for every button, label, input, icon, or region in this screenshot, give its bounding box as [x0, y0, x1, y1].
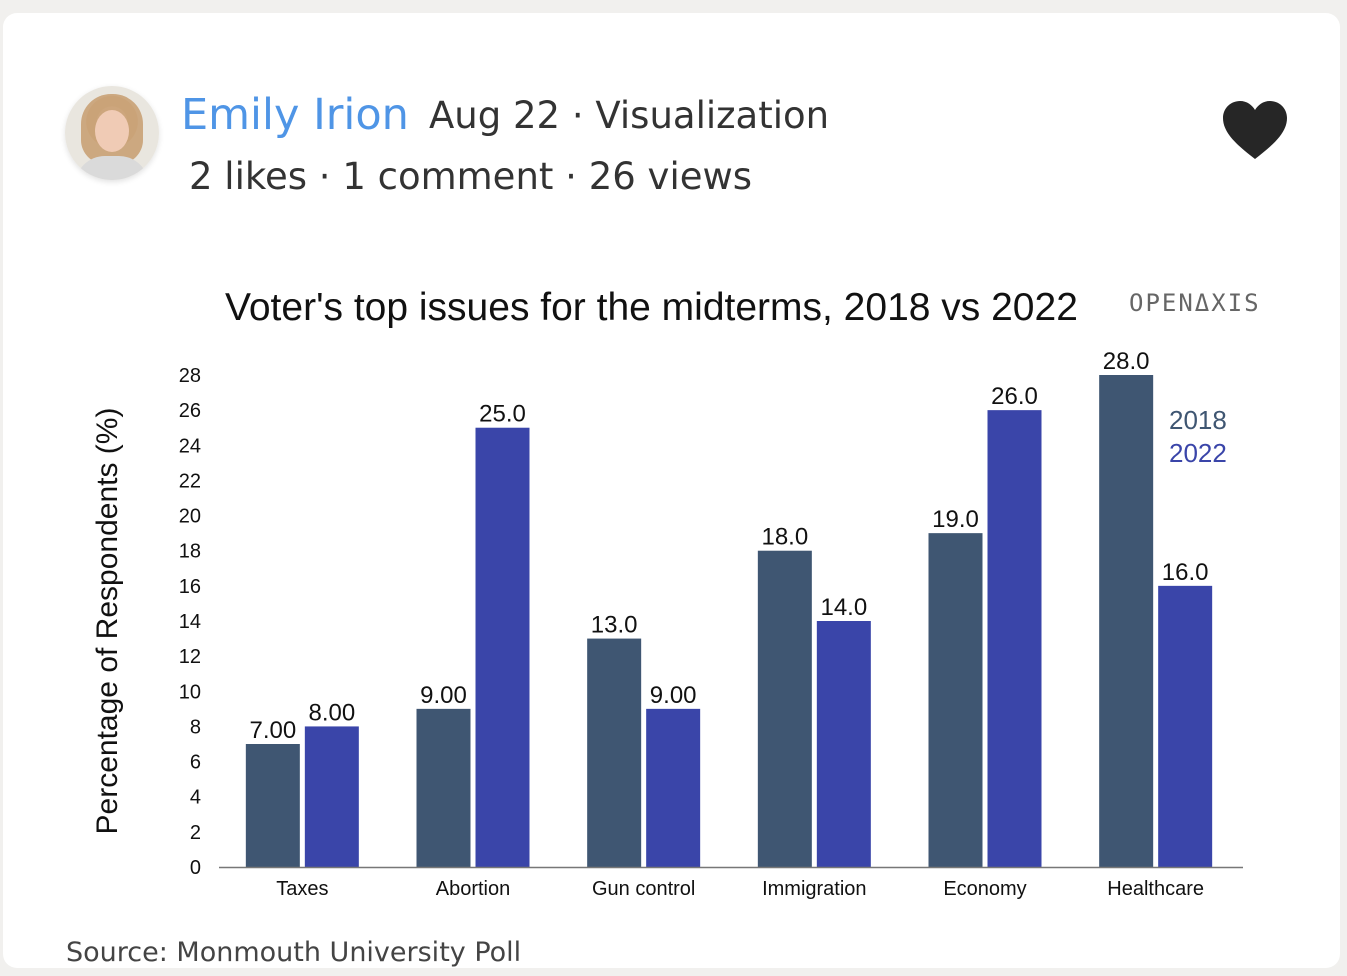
y-tick-label: 24	[179, 435, 201, 457]
y-tick-label: 12	[179, 646, 201, 668]
bar-2022	[304, 726, 359, 867]
data-label: 16.0	[1162, 559, 1209, 586]
post-meta: Aug 22 · Visualization	[429, 92, 829, 140]
y-tick-label: 26	[179, 400, 201, 422]
avatar-face	[95, 110, 129, 152]
post-date: Aug 22	[429, 94, 561, 137]
post-card: Emily Irion Aug 22 · Visualization 2 lik…	[3, 13, 1340, 968]
avatar-shirt	[75, 156, 149, 180]
chart: Voter's top issues for the midterms, 201…	[63, 263, 1303, 913]
y-tick-label: 10	[179, 681, 201, 703]
data-label: 9.00	[650, 682, 697, 709]
stats-separator: ·	[565, 155, 589, 198]
data-label: 9.00	[420, 682, 467, 709]
y-tick-label: 0	[190, 857, 201, 879]
avatar[interactable]	[65, 86, 159, 180]
likes-count: 2 likes	[189, 155, 308, 198]
data-label: 7.00	[249, 717, 296, 744]
bar-2018	[757, 550, 812, 867]
author-name[interactable]: Emily Irion	[181, 90, 409, 140]
bar-2018	[1099, 375, 1154, 867]
y-tick-label: 28	[179, 365, 201, 387]
bar-2022	[816, 621, 871, 867]
data-label: 8.00	[308, 699, 355, 726]
x-tick-label: Taxes	[276, 878, 328, 900]
post-stats: 2 likes · 1 comment · 26 views	[189, 153, 752, 201]
x-tick-label: Abortion	[436, 878, 511, 900]
legend-item-2018: 2018	[1169, 405, 1227, 435]
bar-2022	[646, 708, 701, 867]
bars	[245, 375, 1213, 867]
heart-icon[interactable]	[1219, 99, 1291, 165]
source-note: Source: Monmouth University Poll	[66, 937, 522, 968]
bar-2022	[1158, 585, 1213, 867]
post-category[interactable]: Visualization	[595, 94, 830, 137]
legend-item-2022: 2022	[1169, 438, 1227, 468]
bar-chart: Voter's top issues for the midterms, 201…	[91, 286, 1261, 900]
data-label: 19.0	[932, 506, 979, 533]
bar-2018	[245, 744, 300, 867]
bar-2018	[587, 638, 642, 867]
brand-logo: OPENΔXIS	[1129, 289, 1261, 317]
x-tick-labels: Taxes Abortion Gun control Immigration Econo…	[276, 878, 1204, 900]
data-label: 28.0	[1103, 348, 1150, 375]
data-label: 18.0	[761, 524, 808, 551]
x-tick-label: Immigration	[762, 878, 866, 900]
stats-separator: ·	[318, 155, 343, 198]
y-tick-label: 4	[190, 787, 201, 809]
bar-2022	[475, 427, 530, 867]
meta-separator: ·	[571, 94, 596, 137]
y-tick-label: 16	[179, 576, 201, 598]
bar-2022	[987, 410, 1042, 867]
bar-2018	[928, 533, 983, 867]
x-tick-label: Economy	[943, 878, 1026, 900]
x-tick-label: Gun control	[592, 878, 695, 900]
y-tick-label: 14	[179, 611, 201, 633]
views-count: 26 views	[588, 155, 753, 198]
data-label: 25.0	[479, 401, 526, 428]
y-tick-label: 6	[190, 752, 201, 774]
y-tick-label: 20	[179, 506, 201, 528]
comments-count[interactable]: 1 comment	[342, 155, 554, 198]
bar-labels: 7.00 8.00 9.00 25.0 13.0 9.00 18.0 14.0 19.0 26.0…	[249, 348, 1208, 744]
data-label: 14.0	[820, 594, 867, 621]
y-tick-label: 22	[179, 470, 201, 492]
bar-2018	[416, 708, 471, 867]
x-tick-label: Healthcare	[1107, 878, 1204, 900]
y-tick-label: 2	[190, 822, 201, 844]
y-tick-label: 8	[190, 716, 201, 738]
y-axis-label: Percentage of Respondents (%)	[91, 408, 124, 835]
data-label: 26.0	[991, 383, 1038, 410]
y-tick-label: 18	[179, 541, 201, 563]
chart-title: Voter's top issues for the midterms, 201…	[225, 286, 1078, 329]
data-label: 13.0	[591, 612, 638, 639]
